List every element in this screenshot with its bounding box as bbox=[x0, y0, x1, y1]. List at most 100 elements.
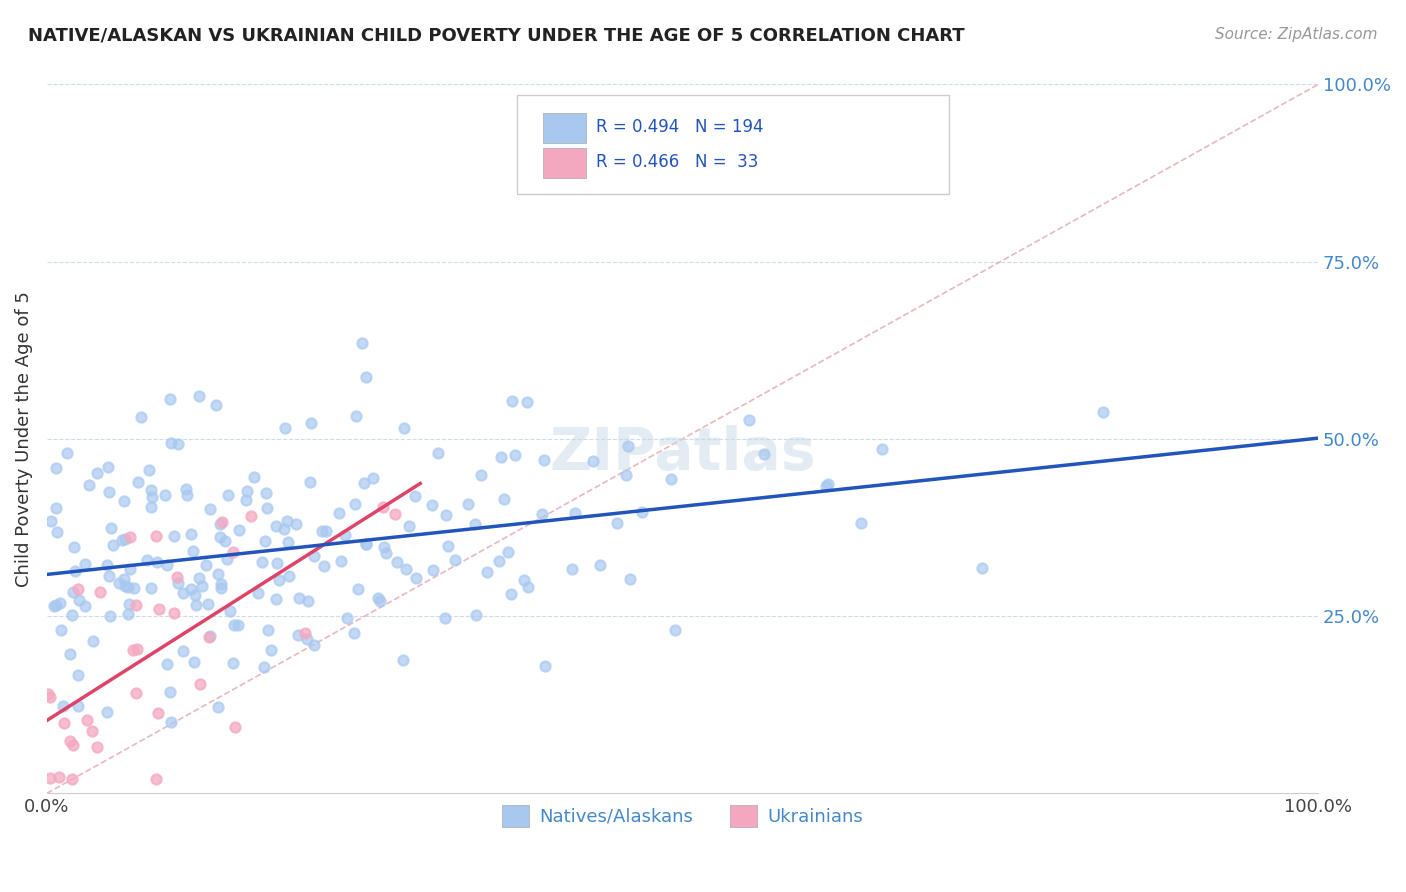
Point bbox=[112, 572, 135, 586]
Point bbox=[405, 489, 427, 503]
Point bbox=[80, 724, 103, 739]
Point bbox=[52, 699, 75, 714]
Point bbox=[62, 585, 84, 599]
Point bbox=[67, 592, 90, 607]
Point bbox=[200, 502, 222, 516]
Point bbox=[209, 581, 232, 595]
Point bbox=[153, 487, 176, 501]
Point bbox=[52, 715, 75, 730]
Point bbox=[354, 537, 377, 551]
Point bbox=[870, 442, 893, 457]
FancyBboxPatch shape bbox=[543, 148, 586, 178]
Point bbox=[287, 628, 309, 642]
Point bbox=[492, 491, 515, 506]
Point bbox=[176, 482, 198, 496]
Point bbox=[48, 596, 70, 610]
Point bbox=[496, 545, 519, 559]
Point bbox=[343, 626, 366, 640]
Point bbox=[375, 546, 398, 560]
Point bbox=[361, 471, 384, 485]
Point bbox=[849, 516, 872, 530]
Point bbox=[433, 611, 456, 625]
Point bbox=[354, 370, 377, 384]
Point bbox=[187, 572, 209, 586]
Point bbox=[160, 714, 183, 729]
Point bbox=[172, 586, 194, 600]
Point bbox=[163, 529, 186, 543]
Point bbox=[266, 556, 288, 570]
Point bbox=[395, 562, 418, 576]
Point bbox=[114, 532, 136, 546]
Point bbox=[328, 506, 350, 520]
Point bbox=[98, 569, 121, 583]
Point bbox=[76, 713, 98, 727]
Point bbox=[163, 607, 186, 621]
Point bbox=[209, 577, 232, 591]
Point bbox=[172, 644, 194, 658]
Point bbox=[437, 540, 460, 554]
Point bbox=[51, 623, 73, 637]
Point bbox=[302, 549, 325, 564]
Point bbox=[117, 607, 139, 621]
Point bbox=[66, 698, 89, 713]
Point bbox=[112, 494, 135, 508]
Point bbox=[45, 460, 67, 475]
Point bbox=[183, 655, 205, 669]
Point bbox=[75, 599, 97, 613]
Point bbox=[101, 538, 124, 552]
Point bbox=[336, 611, 359, 625]
Point bbox=[353, 475, 375, 490]
Point bbox=[368, 594, 391, 608]
Point bbox=[48, 770, 70, 784]
Point bbox=[122, 581, 145, 595]
Point bbox=[470, 468, 492, 483]
Point bbox=[181, 544, 204, 558]
Point bbox=[82, 634, 104, 648]
Point bbox=[235, 493, 257, 508]
Point bbox=[256, 486, 278, 500]
Point bbox=[224, 618, 246, 632]
Point bbox=[302, 638, 325, 652]
Point bbox=[167, 576, 190, 591]
Point bbox=[278, 569, 301, 583]
Point bbox=[118, 562, 141, 576]
Point bbox=[489, 450, 512, 464]
Point bbox=[180, 527, 202, 541]
Point bbox=[45, 501, 67, 516]
Point bbox=[315, 524, 337, 539]
Point bbox=[350, 336, 373, 351]
Point bbox=[195, 558, 218, 572]
Point bbox=[146, 555, 169, 569]
Point bbox=[256, 623, 278, 637]
Point bbox=[260, 643, 283, 657]
Point bbox=[200, 629, 222, 643]
Point bbox=[45, 525, 67, 540]
Point bbox=[37, 687, 59, 701]
Point bbox=[564, 506, 586, 520]
Point bbox=[343, 497, 366, 511]
Point bbox=[273, 522, 295, 536]
Point bbox=[166, 570, 188, 584]
Point bbox=[208, 530, 231, 544]
Point bbox=[136, 553, 159, 567]
Point bbox=[329, 554, 352, 568]
Point bbox=[118, 530, 141, 544]
Point bbox=[503, 448, 526, 462]
Point bbox=[516, 580, 538, 594]
Point bbox=[256, 500, 278, 515]
Point bbox=[228, 523, 250, 537]
Point bbox=[297, 594, 319, 608]
Point bbox=[188, 677, 211, 691]
Point bbox=[145, 772, 167, 787]
Point bbox=[530, 508, 553, 522]
Point bbox=[160, 436, 183, 450]
Text: ZIPatlas: ZIPatlas bbox=[550, 425, 815, 482]
Point bbox=[367, 591, 389, 606]
Point bbox=[159, 685, 181, 699]
Point bbox=[190, 578, 212, 592]
Point bbox=[67, 668, 90, 682]
Point bbox=[239, 509, 262, 524]
Point bbox=[1092, 404, 1115, 418]
Point bbox=[139, 581, 162, 595]
Point bbox=[434, 508, 457, 523]
